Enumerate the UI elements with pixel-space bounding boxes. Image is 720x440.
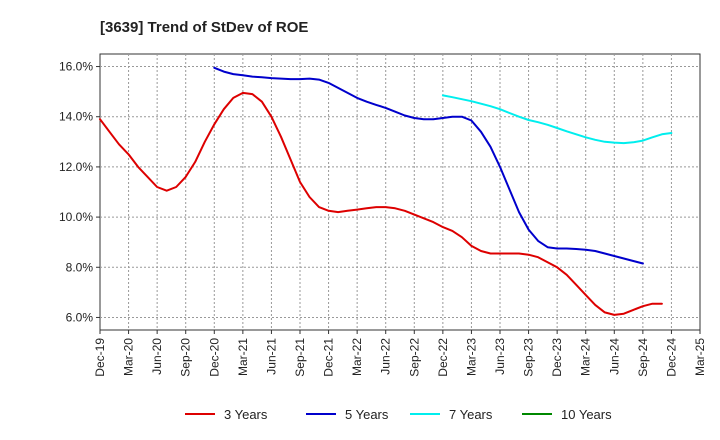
x-tick-label: Sep-20 <box>179 338 193 377</box>
legend-label: 7 Years <box>449 407 493 422</box>
series-line-7-years <box>441 94 673 145</box>
x-tick-label: Mar-23 <box>464 338 478 376</box>
x-tick-label: Mar-24 <box>579 338 593 376</box>
x-tick-label: Dec-21 <box>322 338 336 377</box>
y-tick-label: 14.0% <box>59 110 93 124</box>
y-tick-label: 10.0% <box>59 210 93 224</box>
x-tick-label: Jun-20 <box>150 338 164 375</box>
y-tick-label: 12.0% <box>59 160 93 174</box>
series-line-5-years <box>213 66 644 265</box>
x-tick-label: Jun-21 <box>264 338 278 375</box>
legend-label: 3 Years <box>224 407 268 422</box>
x-tick-label: Sep-24 <box>636 338 650 377</box>
y-tick-label: 16.0% <box>59 60 93 74</box>
legend: 3 Years 5 Years 7 Years 10 Years <box>185 407 612 422</box>
plot-frame <box>99 53 701 331</box>
x-tick-label: Dec-20 <box>207 338 221 377</box>
chart-title: [3639] Trend of StDev of ROE <box>100 19 308 36</box>
legend-label: 10 Years <box>561 407 612 422</box>
y-tick-label: 8.0% <box>66 260 94 274</box>
x-tick-label: Jun-23 <box>493 338 507 375</box>
x-tick-label: Dec-23 <box>550 338 564 377</box>
x-tick-label: Sep-21 <box>293 338 307 377</box>
x-tick-label: Sep-22 <box>407 338 421 377</box>
x-tick-label: Sep-23 <box>522 338 536 377</box>
x-tick-label: Mar-21 <box>236 338 250 376</box>
x-tick-label: Jun-22 <box>379 338 393 375</box>
x-tick-label: Mar-20 <box>122 338 136 376</box>
legend-label: 5 Years <box>345 407 389 422</box>
x-tick-label: Jun-24 <box>607 338 621 375</box>
x-tick-label: Mar-25 <box>693 338 707 376</box>
x-tick-label: Dec-24 <box>664 338 678 377</box>
y-tick-label: 6.0% <box>66 310 94 324</box>
series-line-3-years <box>99 91 663 316</box>
x-tick-label: Dec-22 <box>436 338 450 377</box>
x-tick-label: Mar-22 <box>350 338 364 376</box>
x-tick-label: Dec-19 <box>93 338 107 377</box>
plot-area: Dec-19 Mar-20 Jun-20 Sep-20 Dec-20 Mar-21 Jun-… <box>59 53 707 377</box>
